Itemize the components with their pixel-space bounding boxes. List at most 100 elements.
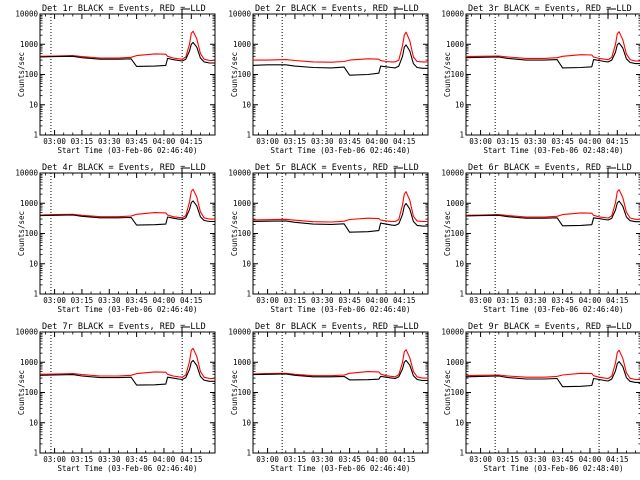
plot-frame bbox=[39, 13, 216, 136]
panel-title: Det 1r BLACK = Events, RED = LLD bbox=[42, 4, 206, 14]
x-axis-label: Start Time (03-Feb-06 02:46:40) bbox=[271, 146, 411, 155]
x-tick-label: 04:15 bbox=[393, 455, 416, 464]
x-axis-label: Start Time (03-Feb-06 02:48:40) bbox=[484, 146, 624, 155]
detector-panel: Det 1r BLACK = Events, RED = LLD 1 10 100 10… bbox=[15, 4, 216, 155]
lld-series-line bbox=[252, 349, 428, 379]
plot-frame bbox=[39, 331, 216, 454]
x-tick-label: 04:00 bbox=[153, 296, 176, 305]
panel-title: Det 7r BLACK = Events, RED = LLD bbox=[42, 322, 206, 332]
x-tick-label: 04:15 bbox=[180, 137, 203, 146]
y-tick-label: 10000 bbox=[228, 169, 251, 178]
y-tick-label: 1000 bbox=[446, 358, 465, 367]
y-tick-label: 10 bbox=[242, 100, 252, 109]
y-tick-label: 10 bbox=[242, 418, 252, 427]
plot-frame bbox=[252, 331, 429, 454]
panel-title: Det 8r BLACK = Events, RED = LLD bbox=[255, 322, 419, 332]
x-tick-label: 03:30 bbox=[524, 296, 547, 305]
events-series-line bbox=[465, 200, 640, 227]
x-tick-label: 04:00 bbox=[366, 455, 389, 464]
y-axis-label: Counts/sec bbox=[230, 52, 239, 97]
y-tick-label: 100 bbox=[24, 229, 38, 238]
y-tick-label: 10 bbox=[455, 418, 465, 427]
y-tick-label: 100 bbox=[24, 70, 38, 79]
x-tick-label: 03:45 bbox=[125, 296, 148, 305]
x-tick-label: 03:15 bbox=[284, 137, 307, 146]
panel-title: Det 5r BLACK = Events, RED = LLD bbox=[255, 163, 419, 173]
y-tick-label: 100 bbox=[237, 388, 251, 397]
y-tick-label: 100 bbox=[24, 388, 38, 397]
y-tick-label: 100 bbox=[450, 388, 464, 397]
y-tick-label: 1000 bbox=[233, 40, 252, 49]
y-tick-label: 1000 bbox=[233, 199, 252, 208]
x-tick-label: 03:15 bbox=[497, 296, 520, 305]
y-tick-label: 1000 bbox=[233, 358, 252, 367]
events-series-line bbox=[39, 359, 215, 386]
x-tick-label: 04:00 bbox=[366, 296, 389, 305]
y-tick-label: 10 bbox=[455, 259, 465, 268]
x-tick-label: 03:30 bbox=[524, 137, 547, 146]
x-tick-label: 03:00 bbox=[469, 455, 492, 464]
x-tick-label: 03:45 bbox=[551, 455, 574, 464]
detector-panel: Det 2r BLACK = Events, RED = LLD 1 10 100 10… bbox=[228, 4, 429, 155]
y-tick-label: 1 bbox=[246, 131, 251, 140]
y-tick-label: 10 bbox=[242, 259, 252, 268]
y-tick-label: 10 bbox=[455, 100, 465, 109]
detector-panel: Det 7r BLACK = Events, RED = LLD 1 10 100 10… bbox=[15, 322, 216, 473]
y-tick-label: 1000 bbox=[20, 40, 39, 49]
events-series-line bbox=[252, 202, 428, 233]
x-tick-label: 04:15 bbox=[393, 137, 416, 146]
x-tick-label: 03:15 bbox=[497, 137, 520, 146]
x-tick-label: 04:00 bbox=[153, 137, 176, 146]
y-axis-label: Counts/sec bbox=[230, 211, 239, 256]
x-tick-label: 04:00 bbox=[579, 296, 602, 305]
x-tick-label: 03:30 bbox=[98, 296, 121, 305]
y-axis-label: Counts/sec bbox=[443, 52, 452, 97]
plot-frame bbox=[465, 172, 640, 295]
detector-panel: Det 3r BLACK = Events, RED = LLD 1 10 100 10… bbox=[441, 4, 640, 155]
lld-series-line bbox=[252, 191, 428, 223]
panel-title: Det 9r BLACK = Events, RED = LLD bbox=[468, 322, 632, 332]
lld-series-line bbox=[39, 347, 215, 380]
events-series-line bbox=[39, 41, 215, 67]
detector-panel: Det 5r BLACK = Events, RED = LLD 1 10 100 10… bbox=[228, 163, 429, 314]
x-axis-label: Start Time (03-Feb-06 02:46:40) bbox=[271, 464, 411, 473]
y-tick-label: 10000 bbox=[228, 328, 251, 337]
lld-series-line bbox=[253, 31, 428, 63]
y-axis-label: Counts/sec bbox=[17, 52, 26, 97]
events-series-line bbox=[465, 361, 640, 388]
x-tick-label: 03:45 bbox=[551, 137, 574, 146]
x-tick-label: 03:00 bbox=[43, 455, 66, 464]
y-tick-label: 10 bbox=[29, 418, 39, 427]
y-axis-label: Counts/sec bbox=[230, 370, 239, 415]
y-tick-label: 10000 bbox=[15, 10, 38, 19]
x-tick-label: 03:15 bbox=[497, 455, 520, 464]
y-tick-label: 10000 bbox=[441, 169, 464, 178]
lld-series-line bbox=[465, 349, 640, 381]
y-tick-label: 1000 bbox=[20, 358, 39, 367]
y-tick-label: 1 bbox=[33, 131, 38, 140]
y-tick-label: 1000 bbox=[446, 199, 465, 208]
y-tick-label: 1000 bbox=[446, 40, 465, 49]
lld-series-line bbox=[465, 31, 640, 62]
x-tick-label: 03:45 bbox=[338, 137, 361, 146]
y-tick-label: 10000 bbox=[441, 328, 464, 337]
y-tick-label: 1 bbox=[459, 290, 464, 299]
y-tick-label: 10000 bbox=[15, 328, 38, 337]
y-tick-label: 100 bbox=[450, 229, 464, 238]
y-tick-label: 1 bbox=[459, 131, 464, 140]
x-tick-label: 03:15 bbox=[71, 137, 94, 146]
x-tick-label: 03:45 bbox=[125, 455, 148, 464]
x-tick-label: 04:00 bbox=[579, 137, 602, 146]
events-series-line bbox=[252, 359, 428, 382]
x-tick-label: 03:45 bbox=[338, 455, 361, 464]
x-axis-label: Start Time (03-Feb-06 02:46:40) bbox=[484, 305, 624, 314]
x-tick-label: 03:15 bbox=[284, 455, 307, 464]
y-tick-label: 1 bbox=[33, 290, 38, 299]
detector-panel: Det 6r BLACK = Events, RED = LLD 1 10 100 10… bbox=[441, 163, 640, 314]
x-tick-label: 03:15 bbox=[71, 296, 94, 305]
y-axis-label: Counts/sec bbox=[443, 370, 452, 415]
y-tick-label: 10000 bbox=[15, 169, 38, 178]
y-tick-label: 1000 bbox=[20, 199, 39, 208]
x-tick-label: 04:15 bbox=[606, 455, 629, 464]
